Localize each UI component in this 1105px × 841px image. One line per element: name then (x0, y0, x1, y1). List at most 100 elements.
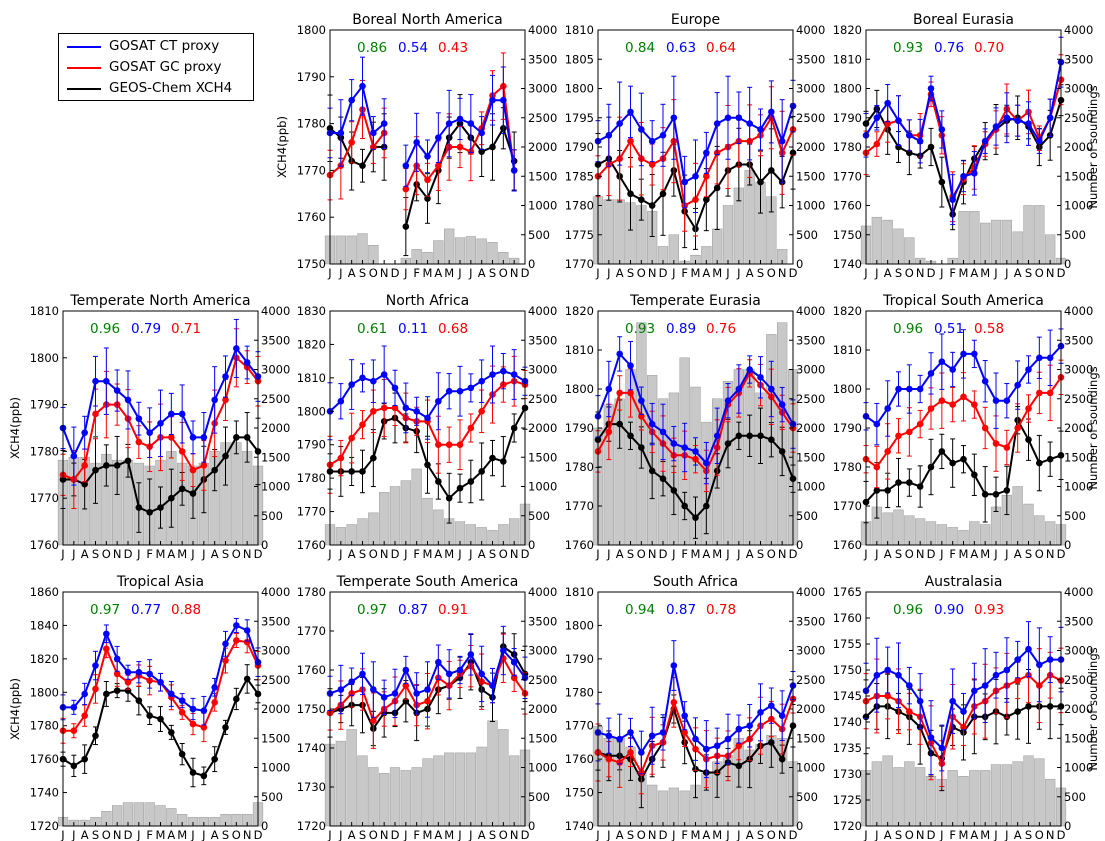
y2tick-label: 2000 (528, 702, 557, 716)
month-label: N (648, 828, 657, 841)
geos-point (960, 455, 967, 463)
month-label: O (767, 828, 776, 841)
ytick-label: 1800 (297, 23, 326, 37)
ct-point (456, 387, 464, 395)
ct-point (1003, 397, 1011, 405)
correlation-geos: 0.97 (357, 602, 387, 618)
geos-point (348, 468, 355, 475)
ytick-label: 1750 (565, 786, 594, 800)
y2tick-label: 2500 (796, 392, 825, 406)
y2tick-label: 3000 (528, 363, 557, 377)
ytick-label: 1780 (833, 460, 862, 474)
geos-point (370, 454, 377, 462)
ct-point (1046, 354, 1054, 362)
month-label: S (895, 828, 902, 841)
y2tick-label: 0 (796, 257, 803, 271)
sounding-bar (476, 746, 487, 827)
geos-point (168, 729, 175, 736)
ct-point (757, 126, 764, 133)
correlation-geos: 0.61 (357, 321, 387, 337)
y2tick-label: 3500 (528, 333, 557, 347)
month-label: J (874, 547, 878, 561)
legend-item-ct: GOSAT CT proxy (59, 37, 255, 57)
ytick-label: 1780 (565, 685, 594, 699)
month-label: J (606, 828, 610, 841)
month-label: J (71, 547, 75, 561)
ct-point (895, 385, 902, 393)
month-label: J (874, 828, 878, 841)
y2tick-label: 2000 (796, 702, 825, 716)
month-label: A (746, 266, 754, 280)
legend-item-gc: GOSAT GC proxy (59, 58, 255, 78)
y2tick-label: 3500 (796, 614, 825, 628)
ct-point (692, 172, 699, 180)
sounding-bar (1023, 503, 1034, 546)
month-label: D (254, 547, 263, 561)
gc-point (478, 407, 485, 415)
y2tick-label: 2000 (261, 421, 290, 435)
y2tick-label: 3500 (1064, 614, 1093, 628)
ct-point (916, 697, 924, 705)
y2tick-label: 3000 (796, 363, 825, 377)
geos-point (1003, 487, 1011, 494)
month-label: N (778, 547, 787, 561)
sounding-bar (454, 752, 466, 827)
y2tick-label: 1500 (1064, 169, 1093, 183)
ct-point (113, 387, 121, 394)
month-label: D (124, 828, 133, 841)
month-label: O (369, 828, 378, 841)
month-label: J (403, 266, 407, 280)
month-label: A (616, 547, 624, 561)
ytick-label: 1840 (30, 618, 59, 632)
correlation-geos: 0.96 (90, 321, 120, 337)
ct-point (348, 381, 355, 388)
ct-point (659, 428, 667, 436)
ct-point (370, 377, 377, 385)
y2tick-label: 2000 (1064, 421, 1093, 435)
ct-point (500, 647, 507, 654)
ct-point (478, 670, 485, 678)
month-label: S (895, 547, 902, 561)
month-label: J (327, 547, 331, 561)
sounding-bar (958, 211, 969, 265)
geos-point (724, 440, 732, 447)
ct-point (638, 397, 645, 405)
ct-point (981, 137, 989, 145)
geos-point (768, 436, 775, 444)
month-label: A (167, 547, 175, 561)
month-label: F (681, 266, 688, 280)
ytick-label: 1760 (30, 752, 59, 766)
sounding-bar (1034, 205, 1045, 265)
y2tick-label: 4000 (528, 304, 557, 318)
ytick-label: 1790 (297, 438, 326, 452)
month-label: J (338, 828, 342, 841)
correlation-ct: 0.51 (934, 321, 964, 337)
panel-title: Boreal North America (352, 12, 503, 28)
month-label: J (595, 266, 599, 280)
ct-point (243, 359, 251, 366)
ct-point (489, 371, 496, 378)
y2tick-label: 1000 (528, 761, 557, 775)
ct-point (435, 658, 442, 666)
geos-point (157, 504, 164, 511)
gc-point (124, 678, 132, 686)
y2tick-label: 1000 (796, 199, 825, 213)
geos-point (927, 463, 935, 471)
y2tick-label: 500 (1064, 790, 1086, 804)
month-label: A (884, 266, 892, 280)
y2tick-label: 1000 (528, 480, 557, 494)
correlation-gc: 0.43 (438, 40, 468, 56)
ytick-label: 1760 (565, 752, 594, 766)
month-label: J (71, 828, 75, 841)
gc-point (1003, 444, 1011, 451)
sounding-bar (357, 755, 368, 827)
geos-point (243, 434, 251, 441)
ytick-label: 1760 (30, 538, 59, 552)
month-label: N (243, 828, 252, 841)
ct-point (1003, 666, 1011, 674)
y2tick-label: 3500 (528, 614, 557, 628)
month-label: J (327, 828, 331, 841)
sounding-bar (465, 752, 476, 827)
month-label: M (444, 266, 454, 280)
